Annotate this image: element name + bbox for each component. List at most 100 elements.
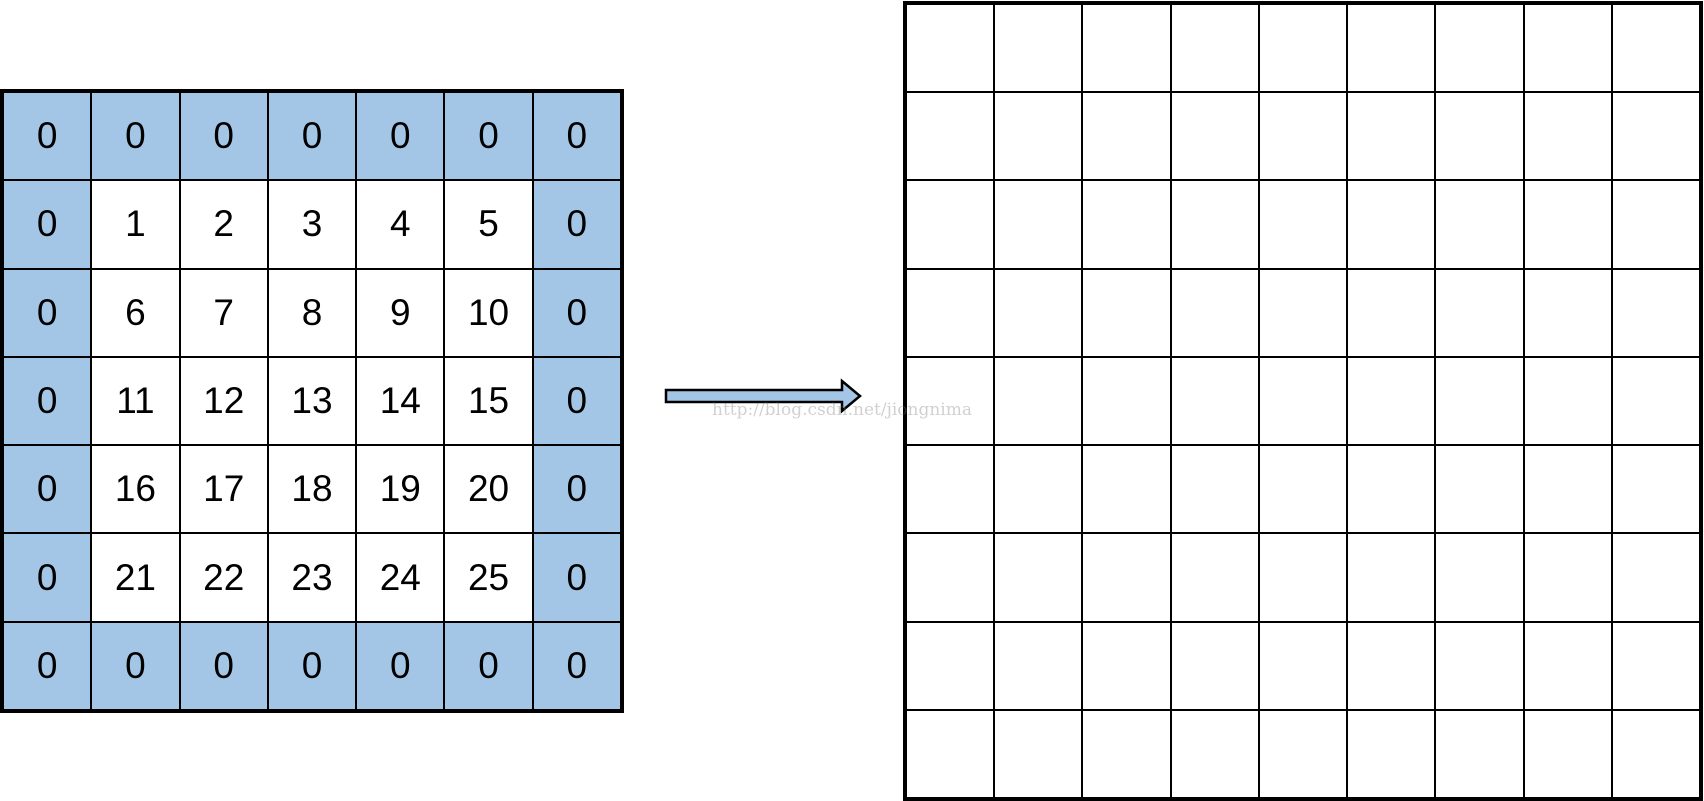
- value-cell: 10: [444, 268, 533, 357]
- padding-cell: 0: [179, 92, 268, 181]
- output-cell: [1082, 4, 1171, 93]
- output-cell: [1170, 445, 1259, 534]
- value-cell: 18: [267, 445, 357, 534]
- output-cell: [1523, 445, 1612, 534]
- output-cell: [1082, 92, 1171, 181]
- output-grid: [903, 1, 1703, 801]
- output-cell: [906, 445, 995, 534]
- output-cell: [1170, 4, 1259, 93]
- value-cell: 21: [91, 533, 180, 622]
- value-cell: 9: [356, 268, 445, 357]
- output-cell: [906, 709, 995, 798]
- value-cell: 15: [444, 356, 533, 446]
- padding-cell: 0: [532, 356, 621, 446]
- output-cell: [1347, 356, 1436, 446]
- padding-cell: 0: [3, 621, 92, 710]
- value-cell: 19: [356, 445, 445, 534]
- padding-cell: 0: [267, 92, 357, 181]
- value-cell: 6: [91, 268, 180, 357]
- output-cell: [1435, 356, 1524, 446]
- output-cell: [1170, 268, 1259, 357]
- value-cell: 2: [179, 180, 268, 269]
- output-cell: [1170, 533, 1259, 622]
- value-cell: 17: [179, 445, 268, 534]
- output-cell: [1347, 180, 1436, 269]
- padding-cell: 0: [532, 533, 621, 622]
- value-cell: 22: [179, 533, 268, 622]
- padding-cell: 0: [91, 92, 180, 181]
- output-cell: [994, 445, 1083, 534]
- value-cell: 12: [179, 356, 268, 446]
- value-cell: 8: [267, 268, 357, 357]
- output-cell: [994, 180, 1083, 269]
- output-cell: [1523, 180, 1612, 269]
- output-cell: [1347, 4, 1436, 93]
- output-cell: [1082, 445, 1171, 534]
- output-cell: [1082, 268, 1171, 357]
- output-cell: [1523, 533, 1612, 622]
- output-cell: [1435, 533, 1524, 622]
- value-cell: 13: [267, 356, 357, 446]
- output-cell: [906, 180, 995, 269]
- output-cell: [1611, 533, 1700, 622]
- output-cell: [1170, 621, 1259, 710]
- output-cell: [1258, 621, 1348, 710]
- output-cell: [1258, 268, 1348, 357]
- padding-cell: 0: [3, 445, 92, 534]
- output-cell: [1611, 268, 1700, 357]
- value-cell: 14: [356, 356, 445, 446]
- output-cell: [1611, 356, 1700, 446]
- padded-input-grid: 0 0 0 0 0 0 0 0 1 2 3 4 5 0 0 6 7 8 9 10 0 0 11 12 13 14 15 0 0 16 17 1…: [0, 89, 624, 713]
- output-cell: [1082, 621, 1171, 710]
- padding-cell: 0: [356, 621, 445, 710]
- padding-cell: 0: [356, 92, 445, 181]
- output-cell: [994, 709, 1083, 798]
- output-cell: [1347, 268, 1436, 357]
- output-cell: [1258, 445, 1348, 534]
- padding-cell: 0: [3, 268, 92, 357]
- output-cell: [1435, 709, 1524, 798]
- output-cell: [1435, 4, 1524, 93]
- output-cell: [1082, 533, 1171, 622]
- output-cell: [1082, 709, 1171, 798]
- output-cell: [994, 356, 1083, 446]
- output-cell: [1523, 356, 1612, 446]
- watermark-text: http://blog.csdn.net/jiongnima: [712, 400, 972, 420]
- output-cell: [906, 356, 995, 446]
- padding-cell: 0: [532, 268, 621, 357]
- output-cell: [1258, 180, 1348, 269]
- output-cell: [994, 92, 1083, 181]
- output-cell: [994, 4, 1083, 93]
- value-cell: 1: [91, 180, 180, 269]
- output-cell: [1082, 356, 1171, 446]
- value-cell: 25: [444, 533, 533, 622]
- padding-cell: 0: [3, 92, 92, 181]
- output-cell: [906, 268, 995, 357]
- padding-cell: 0: [91, 621, 180, 710]
- output-cell: [1611, 621, 1700, 710]
- output-cell: [1170, 709, 1259, 798]
- padding-cell: 0: [532, 180, 621, 269]
- value-cell: 3: [267, 180, 357, 269]
- output-cell: [906, 533, 995, 622]
- output-cell: [1347, 533, 1436, 622]
- padding-cell: 0: [3, 180, 92, 269]
- output-cell: [1170, 92, 1259, 181]
- padding-cell: 0: [179, 621, 268, 710]
- value-cell: 23: [267, 533, 357, 622]
- value-cell: 11: [91, 356, 180, 446]
- output-cell: [1435, 180, 1524, 269]
- output-cell: [1170, 356, 1259, 446]
- output-cell: [1611, 709, 1700, 798]
- output-cell: [906, 4, 995, 93]
- output-cell: [1347, 92, 1436, 181]
- padding-cell: 0: [532, 621, 621, 710]
- value-cell: 5: [444, 180, 533, 269]
- output-cell: [1347, 445, 1436, 534]
- value-cell: 16: [91, 445, 180, 534]
- output-cell: [1611, 92, 1700, 181]
- output-cell: [906, 92, 995, 181]
- value-cell: 4: [356, 180, 445, 269]
- output-cell: [1611, 4, 1700, 93]
- output-cell: [1170, 180, 1259, 269]
